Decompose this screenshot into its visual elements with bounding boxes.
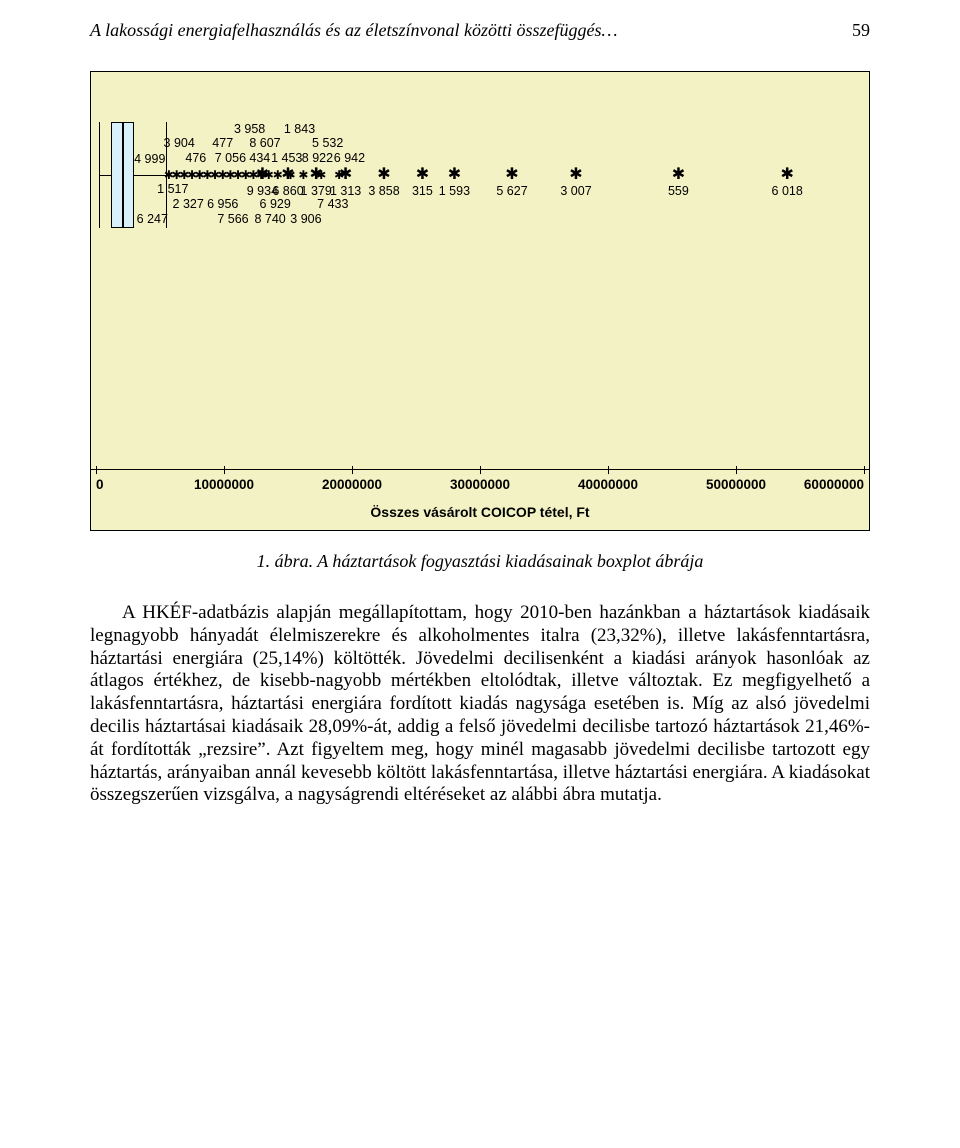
median-line [122, 122, 124, 228]
outlier-label: 434 [249, 151, 270, 165]
outlier-marker: ✱ [281, 167, 294, 183]
outlier-label: 6 018 [772, 184, 803, 198]
whisker-low [99, 175, 112, 176]
x-tick-label: 40000000 [578, 477, 638, 492]
outlier-label: 7 433 [317, 197, 348, 211]
outlier-label: 6 860 [272, 184, 303, 198]
page-number: 59 [852, 20, 870, 41]
outlier-label: 477 [212, 136, 233, 150]
figure-caption: 1. ábra. A háztartások fogyasztási kiadá… [90, 551, 870, 572]
outlier-label: 6 942 [334, 151, 365, 165]
x-tick-label: 60000000 [804, 477, 864, 492]
outlier-label: 8 922 [302, 151, 333, 165]
outlier-marker: ✱ [339, 167, 352, 183]
whisker-cap-low [99, 122, 100, 228]
outlier-label: 6 247 [137, 212, 168, 226]
x-tick [736, 466, 737, 474]
outlier-label: 7 056 [215, 151, 246, 165]
x-tick [864, 466, 865, 474]
outlier-marker: ✱ [309, 167, 322, 183]
x-tick [608, 466, 609, 474]
running-header: A lakossági energiafelhasználás és az él… [90, 20, 870, 41]
body-paragraph: A HKÉF-adatbázis alapján megállapítottam… [90, 602, 870, 807]
outlier-label: 8 607 [249, 136, 280, 150]
x-tick-label: 10000000 [194, 477, 254, 492]
outlier-marker: ✱ [569, 167, 582, 183]
outlier-marker: ✱ [448, 167, 461, 183]
outlier-label: 8 740 [254, 212, 285, 226]
outlier-label: 4 999 [134, 152, 165, 166]
whisker-high [134, 175, 166, 176]
outlier-label: 1 379 [301, 184, 332, 198]
outlier-marker: ✱ [416, 167, 429, 183]
x-tick-label: 20000000 [322, 477, 382, 492]
outlier-label: 3 904 [164, 136, 195, 150]
x-tick-label: 0 [96, 477, 104, 492]
outlier-marker: ✱ [505, 167, 518, 183]
outlier-marker: ✱ [780, 167, 793, 183]
outlier-label: 3 958 [234, 122, 265, 136]
outlier-marker: ✱ [377, 167, 390, 183]
outlier-label: 7 566 [217, 212, 248, 226]
outlier-label: 6 929 [260, 197, 291, 211]
x-tick [96, 466, 97, 474]
outlier-label: 1 843 [284, 122, 315, 136]
outlier-label: 3 906 [290, 212, 321, 226]
outlier-label: 315 [412, 184, 433, 198]
outlier-label: 1 517 [157, 182, 188, 196]
paragraph-text: A HKÉF-adatbázis alapján megállapítottam… [90, 602, 870, 807]
boxplot-figure: ✱✱✱✱✱✱✱✱✱✱✱✱✱✱✱✱✱✱✱3 9581 8433 9044778 6… [90, 71, 870, 531]
x-tick [480, 466, 481, 474]
outlier-label: 3 858 [368, 184, 399, 198]
x-tick [352, 466, 353, 474]
outlier-marker: ✱ [256, 167, 269, 183]
x-axis-title: Összes vásárolt COICOP tétel, Ft [91, 504, 869, 520]
outlier-marker: ✱ [298, 169, 308, 181]
chart-canvas: ✱✱✱✱✱✱✱✱✱✱✱✱✱✱✱✱✱✱✱3 9581 8433 9044778 6… [90, 71, 870, 531]
outlier-label: 1 313 [330, 184, 361, 198]
x-tick-label: 50000000 [706, 477, 766, 492]
outlier-label: 5 532 [312, 136, 343, 150]
outlier-label: 3 007 [560, 184, 591, 198]
outlier-label: 2 327 [173, 197, 204, 211]
x-tick [224, 466, 225, 474]
outlier-marker: ✱ [672, 167, 685, 183]
outlier-label: 6 956 [207, 197, 238, 211]
outlier-label: 476 [185, 151, 206, 165]
running-title: A lakossági energiafelhasználás és az él… [90, 20, 617, 41]
outlier-label: 1 593 [439, 184, 470, 198]
x-tick-label: 30000000 [450, 477, 510, 492]
outlier-label: 5 627 [496, 184, 527, 198]
outlier-label: 1 453 [271, 151, 302, 165]
outlier-label: 559 [668, 184, 689, 198]
